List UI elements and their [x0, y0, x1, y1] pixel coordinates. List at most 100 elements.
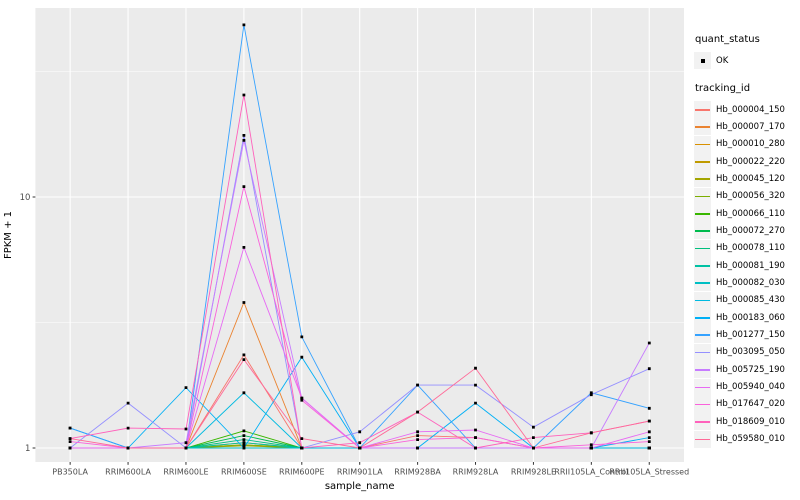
- legend-line-swatch: [695, 403, 710, 406]
- x-tick-label: RRIM600PE: [279, 468, 325, 477]
- legend-key-color: [694, 378, 711, 396]
- x-tick-label: RRIM600LE: [163, 468, 208, 477]
- legend-line-swatch: [695, 421, 710, 423]
- point-marker-icon: [700, 58, 705, 63]
- legend-label: Hb_000066_110: [716, 208, 785, 219]
- legend-item-Hb_000066_110: Hb_000066_110: [694, 205, 800, 223]
- y-tick-label: 10: [20, 193, 31, 203]
- legend-line-swatch: [695, 299, 710, 302]
- legend-title-quant-status: quant_status: [695, 34, 760, 45]
- legend-item-Hb_000081_190: Hb_000081_190: [694, 257, 800, 275]
- x-tick-label: RRII105LA_Control: [554, 468, 628, 477]
- tracking-id-legend-list: Hb_000004_150 Hb_000007_170 Hb_000010_280 H…: [694, 101, 800, 448]
- legend-key-color: [694, 170, 711, 188]
- legend-section-quant-status: quant_status OK: [694, 34, 800, 69]
- legend-label: Hb_018609_010: [716, 416, 785, 427]
- legend-key-color: [694, 413, 711, 431]
- x-tick-label: RRIM901LA: [337, 468, 383, 477]
- legend-key-color: [694, 257, 711, 275]
- legend-item-Hb_000183_060: Hb_000183_060: [694, 309, 800, 327]
- y-tick-label: 1: [25, 444, 30, 454]
- x-tick-label: RRIM600LA: [105, 468, 151, 477]
- legend-key-color: [694, 153, 711, 171]
- legend-item-Hb_001277_150: Hb_001277_150: [694, 326, 800, 344]
- legend-line-swatch: [695, 161, 710, 163]
- legend-key-color: [694, 326, 711, 344]
- legend-key-color: [694, 291, 711, 309]
- legend-item-Hb_000010_280: Hb_000010_280: [694, 135, 800, 153]
- legend-label: Hb_000004_150: [716, 104, 785, 115]
- legend-item-Hb_000078_110: Hb_000078_110: [694, 239, 800, 257]
- legend-label: Hb_059580_010: [716, 434, 785, 445]
- legend-item-Hb_059580_010: Hb_059580_010: [694, 430, 800, 448]
- legend-item-Hb_018609_010: Hb_018609_010: [694, 413, 800, 431]
- x-tick-label: RRIM928LE: [511, 468, 556, 477]
- legend-item-Hb_000007_170: Hb_000007_170: [694, 118, 800, 136]
- x-tick-label: RRIM928LA: [453, 468, 499, 477]
- legend-line-swatch: [695, 143, 710, 146]
- legend-label: Hb_000078_110: [716, 243, 785, 254]
- legend-key-color: [694, 101, 711, 118]
- legend-line-swatch: [695, 317, 710, 319]
- legend-item-Hb_000056_320: Hb_000056_320: [694, 187, 800, 205]
- legend-line-swatch: [695, 109, 710, 111]
- x-axis-title: sample_name: [325, 481, 395, 492]
- legend-item-Hb_000072_270: Hb_000072_270: [694, 222, 800, 240]
- legend-item-Hb_000022_220: Hb_000022_220: [694, 153, 800, 171]
- legend-line-swatch: [695, 265, 710, 267]
- legend-key-color: [694, 343, 711, 361]
- legend-item-Hb_017647_020: Hb_017647_020: [694, 395, 800, 413]
- legend-label: Hb_000056_320: [716, 191, 785, 202]
- legend-section-tracking-id: tracking_id Hb_000004_150 Hb_000007_170 Hb…: [694, 83, 800, 448]
- legend-label: Hb_000081_190: [716, 260, 785, 271]
- legend-line-swatch: [695, 282, 710, 285]
- legend-label-ok: OK: [716, 55, 729, 66]
- legend-line-swatch: [695, 386, 710, 389]
- legend-key-color: [694, 430, 711, 448]
- legend-label: Hb_000045_120: [716, 173, 785, 184]
- x-tick-label: PB350LA: [52, 468, 88, 477]
- legend-item-Hb_005940_040: Hb_005940_040: [694, 378, 800, 396]
- legend-title-tracking-id: tracking_id: [695, 83, 751, 94]
- legend-label: Hb_001277_150: [716, 329, 785, 340]
- legend-key-color: [694, 239, 711, 257]
- legend-key-color: [694, 118, 711, 136]
- legend-label: Hb_000183_060: [716, 312, 785, 323]
- y-axis-title: FPKM + 1: [3, 211, 14, 259]
- legend-key-ok: [694, 52, 711, 69]
- legend-label: Hb_000082_030: [716, 277, 785, 288]
- legend-line-swatch: [695, 351, 710, 354]
- legend-key-color: [694, 395, 711, 413]
- legend-item-Hb_003095_050: Hb_003095_050: [694, 343, 800, 361]
- legend-key-color: [694, 187, 711, 205]
- legend-key-color: [694, 205, 711, 223]
- legend-label: Hb_005940_040: [716, 382, 785, 392]
- x-tick-label: RRII105LA_Stressed: [609, 468, 689, 477]
- legend-key-color: [694, 361, 711, 379]
- legend: quant_status OK tracking_id Hb_000004_15…: [694, 34, 800, 462]
- x-tick-label: RRIM600SE: [221, 468, 267, 477]
- legend-line-swatch: [695, 178, 710, 180]
- legend-label: Hb_000010_280: [716, 139, 785, 150]
- legend-line-swatch: [695, 126, 710, 128]
- legend-key-color: [694, 309, 711, 327]
- legend-line-swatch: [695, 369, 710, 371]
- legend-label: Hb_003095_050: [716, 347, 785, 358]
- legend-label: Hb_000022_220: [716, 156, 785, 167]
- legend-line-swatch: [695, 230, 710, 232]
- legend-item-Hb_005725_190: Hb_005725_190: [694, 361, 800, 379]
- legend-line-swatch: [695, 247, 710, 250]
- legend-key-color: [694, 135, 711, 153]
- legend-key-color: [694, 274, 711, 292]
- legend-line-swatch: [695, 438, 710, 441]
- legend-line-swatch: [695, 213, 710, 215]
- line-chart: 10 1 PB350LA RRIM600LA RRIM600LE RRIM600SE RRI…: [3, 8, 689, 492]
- legend-label: Hb_005725_190: [716, 364, 785, 375]
- legend-label: Hb_017647_020: [716, 399, 785, 410]
- legend-label: Hb_000007_170: [716, 121, 785, 132]
- legend-label: Hb_000085_430: [716, 295, 785, 306]
- legend-key-color: [694, 222, 711, 240]
- x-tick-label: RRIM928BA: [394, 468, 441, 477]
- legend-line-swatch: [695, 195, 710, 198]
